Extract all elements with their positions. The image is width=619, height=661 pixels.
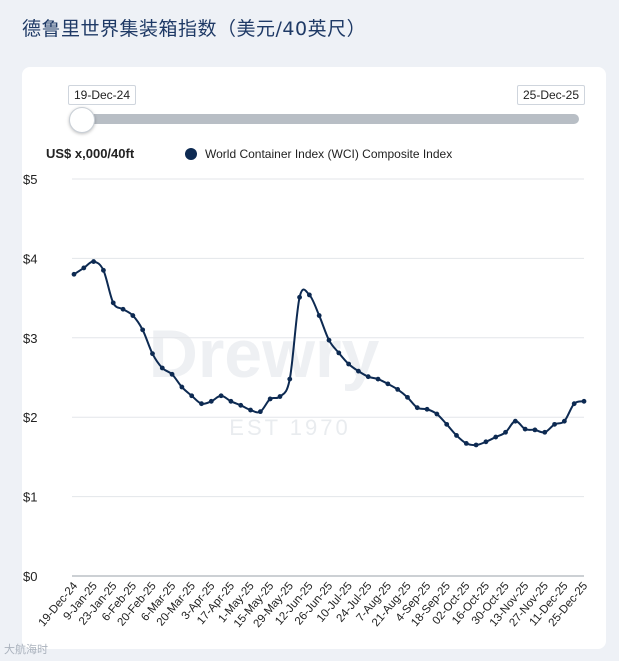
data-point <box>365 374 371 380</box>
page-title: 德鲁里世界集装箱指数（美元/40英尺） <box>22 18 367 40</box>
y-tick-label: $4 <box>23 251 37 266</box>
data-point <box>150 351 155 357</box>
data-point <box>257 409 263 415</box>
y-tick-label: $2 <box>23 410 37 425</box>
data-point <box>277 394 283 399</box>
data-point <box>238 402 244 408</box>
data-point <box>101 267 106 273</box>
data-point <box>91 259 97 264</box>
data-point <box>463 441 469 446</box>
data-point <box>493 434 499 440</box>
data-point <box>81 265 87 271</box>
range-slider-track[interactable] <box>70 114 579 124</box>
range-end-date: 25-Dec-25 <box>516 85 585 105</box>
data-point <box>228 398 234 404</box>
data-point <box>336 350 342 356</box>
data-point <box>120 306 126 312</box>
data-point <box>571 401 577 407</box>
y-axis-unit-label: US$ x,000/40ft <box>46 146 135 161</box>
watermark-sub: EST 1970 <box>229 415 350 440</box>
data-point <box>385 381 391 387</box>
data-point <box>522 426 528 432</box>
data-point <box>218 393 224 399</box>
data-point <box>424 406 430 412</box>
data-point <box>326 337 332 343</box>
footer-watermark: 大航海时 <box>4 643 48 656</box>
chart-legend[interactable]: World Container Index (WCI) Composite In… <box>185 147 452 161</box>
data-point <box>346 361 352 367</box>
line-chart: Drewry EST 1970 $0$1$2$3$4$5 19-Dec-249-… <box>23 172 590 630</box>
y-tick-label: $1 <box>23 490 37 505</box>
data-point <box>267 396 273 402</box>
data-point <box>542 429 548 435</box>
range-slider-handle[interactable] <box>69 107 95 133</box>
data-point <box>306 292 312 298</box>
data-point <box>110 300 116 306</box>
data-point <box>444 421 450 427</box>
data-point <box>503 429 508 435</box>
data-point <box>532 427 538 433</box>
data-point <box>375 376 381 382</box>
data-point <box>454 433 459 438</box>
data-point <box>473 442 479 448</box>
data-point <box>179 384 185 390</box>
y-tick-label: $0 <box>23 569 37 584</box>
data-point <box>512 418 518 424</box>
data-point <box>297 294 302 300</box>
y-tick-label: $5 <box>23 172 37 187</box>
data-point <box>405 394 410 400</box>
watermark-brand: Drewry <box>149 316 380 392</box>
data-point <box>414 405 420 411</box>
data-point <box>248 407 253 413</box>
data-point <box>208 398 214 404</box>
legend-marker <box>185 148 197 160</box>
range-start-date: 19-Dec-24 <box>68 85 137 105</box>
legend-label: World Container Index (WCI) Composite In… <box>205 147 453 161</box>
data-point <box>552 421 557 427</box>
data-point <box>561 418 567 424</box>
data-point <box>581 398 587 404</box>
data-point <box>199 401 204 407</box>
drewry-watermark: Drewry EST 1970 <box>149 316 380 440</box>
data-point <box>140 327 146 333</box>
y-tick-label: $3 <box>23 331 37 346</box>
data-point <box>287 376 293 382</box>
data-point <box>483 439 489 445</box>
data-point <box>130 313 136 318</box>
data-point <box>189 393 195 399</box>
chart-card: 19-Dec-24 25-Dec-25 US$ x,000/40ft World… <box>22 67 606 649</box>
data-point <box>316 313 322 318</box>
data-point <box>434 411 440 417</box>
data-point <box>356 368 361 374</box>
data-point <box>169 371 175 377</box>
data-point <box>159 365 165 371</box>
data-point <box>71 271 77 277</box>
data-point <box>395 387 401 392</box>
